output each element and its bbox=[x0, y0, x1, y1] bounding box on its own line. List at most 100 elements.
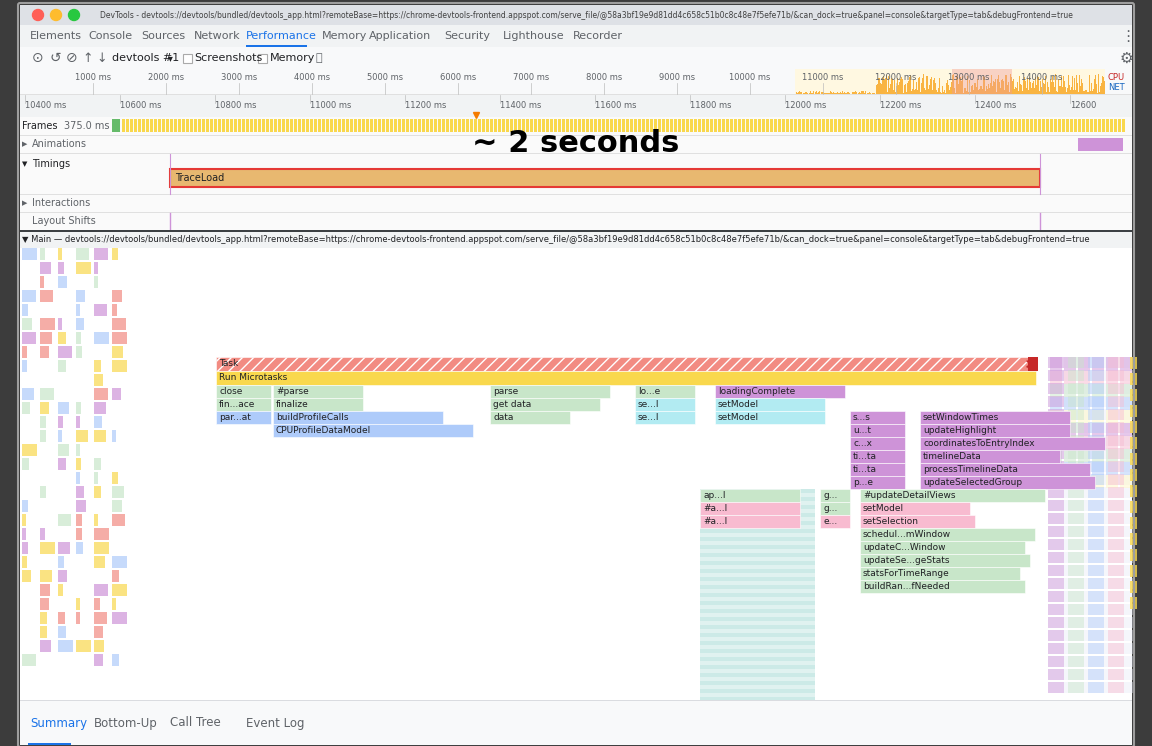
Bar bbox=[761, 119, 765, 132]
Bar bbox=[76, 472, 79, 484]
Bar bbox=[1048, 643, 1134, 654]
Bar bbox=[1108, 474, 1124, 485]
Bar bbox=[270, 119, 273, 132]
Bar bbox=[20, 230, 1132, 232]
Bar bbox=[606, 119, 609, 132]
Bar bbox=[920, 476, 1096, 489]
Bar bbox=[1068, 409, 1084, 420]
Bar bbox=[654, 119, 657, 132]
Bar bbox=[750, 119, 753, 132]
Bar bbox=[1130, 389, 1137, 401]
Bar bbox=[1048, 656, 1134, 667]
Text: 10000 ms: 10000 ms bbox=[729, 72, 771, 81]
Bar bbox=[302, 119, 305, 132]
Bar bbox=[94, 654, 103, 666]
Bar bbox=[1068, 357, 1084, 368]
Bar bbox=[1087, 422, 1104, 433]
Bar bbox=[20, 94, 1132, 95]
Bar bbox=[1026, 119, 1029, 132]
Bar bbox=[1092, 371, 1104, 384]
Bar bbox=[700, 609, 814, 613]
Bar bbox=[614, 119, 617, 132]
Bar bbox=[1108, 461, 1124, 472]
Text: ~ 2 seconds: ~ 2 seconds bbox=[472, 130, 680, 158]
Bar bbox=[76, 262, 91, 274]
Bar bbox=[40, 584, 50, 596]
Bar bbox=[20, 153, 1132, 154]
Bar bbox=[1048, 539, 1064, 550]
Bar bbox=[94, 430, 106, 442]
Bar bbox=[1048, 396, 1064, 407]
Bar bbox=[1108, 513, 1124, 524]
Bar bbox=[730, 119, 733, 132]
Text: buildProfileCalls: buildProfileCalls bbox=[276, 413, 349, 422]
Bar bbox=[76, 458, 81, 470]
Text: u...t: u...t bbox=[852, 426, 871, 435]
Bar bbox=[1078, 436, 1090, 449]
Bar bbox=[1078, 423, 1090, 436]
Bar bbox=[410, 119, 414, 132]
Bar bbox=[206, 119, 209, 132]
Bar bbox=[1087, 643, 1104, 654]
Bar bbox=[286, 119, 289, 132]
Bar bbox=[1106, 357, 1117, 371]
Bar bbox=[566, 119, 569, 132]
Bar bbox=[20, 700, 1132, 701]
Bar bbox=[1087, 500, 1104, 511]
Bar bbox=[846, 119, 849, 132]
Bar bbox=[112, 486, 124, 498]
Bar bbox=[76, 248, 89, 260]
Bar bbox=[920, 450, 1060, 463]
Bar bbox=[670, 119, 673, 132]
Bar bbox=[40, 570, 52, 582]
Bar bbox=[700, 585, 814, 589]
Bar bbox=[1048, 591, 1134, 602]
Bar bbox=[700, 515, 799, 528]
Bar bbox=[20, 47, 1132, 69]
Bar bbox=[1014, 119, 1017, 132]
Text: ▶: ▶ bbox=[22, 141, 28, 147]
Bar bbox=[1002, 119, 1005, 132]
Bar bbox=[658, 119, 661, 132]
Bar bbox=[1087, 565, 1104, 576]
Bar bbox=[40, 430, 46, 442]
Bar bbox=[20, 25, 1132, 47]
Bar bbox=[112, 290, 122, 302]
Bar bbox=[1122, 119, 1126, 132]
Bar bbox=[1078, 410, 1090, 423]
Bar bbox=[1102, 119, 1105, 132]
Bar bbox=[262, 119, 265, 132]
Bar bbox=[1048, 487, 1134, 498]
Bar bbox=[934, 119, 937, 132]
Bar bbox=[994, 119, 996, 132]
Text: Summary: Summary bbox=[30, 716, 88, 730]
Bar bbox=[1066, 119, 1069, 132]
Bar bbox=[1048, 643, 1064, 654]
Bar bbox=[1064, 449, 1076, 462]
Bar bbox=[22, 332, 36, 344]
Bar bbox=[40, 290, 53, 302]
Bar bbox=[58, 584, 63, 596]
Bar bbox=[76, 528, 82, 540]
Bar bbox=[1068, 539, 1084, 550]
Bar bbox=[467, 119, 469, 132]
Bar bbox=[214, 119, 217, 132]
Bar bbox=[366, 119, 369, 132]
Text: 8000 ms: 8000 ms bbox=[586, 72, 622, 81]
Text: 14000 ms: 14000 ms bbox=[1022, 72, 1062, 81]
Bar bbox=[558, 119, 561, 132]
Text: setWindowTimes: setWindowTimes bbox=[923, 413, 999, 422]
Bar bbox=[1087, 604, 1104, 615]
Bar bbox=[1068, 370, 1084, 381]
Bar bbox=[700, 521, 814, 525]
Bar bbox=[905, 119, 909, 132]
Bar bbox=[538, 119, 541, 132]
Bar bbox=[94, 640, 104, 652]
Text: Screenshots: Screenshots bbox=[194, 53, 263, 63]
Bar bbox=[820, 489, 850, 502]
Bar bbox=[350, 119, 353, 132]
Bar bbox=[1120, 449, 1132, 462]
Bar bbox=[1087, 461, 1104, 472]
Bar bbox=[718, 119, 721, 132]
Bar bbox=[861, 554, 1030, 567]
